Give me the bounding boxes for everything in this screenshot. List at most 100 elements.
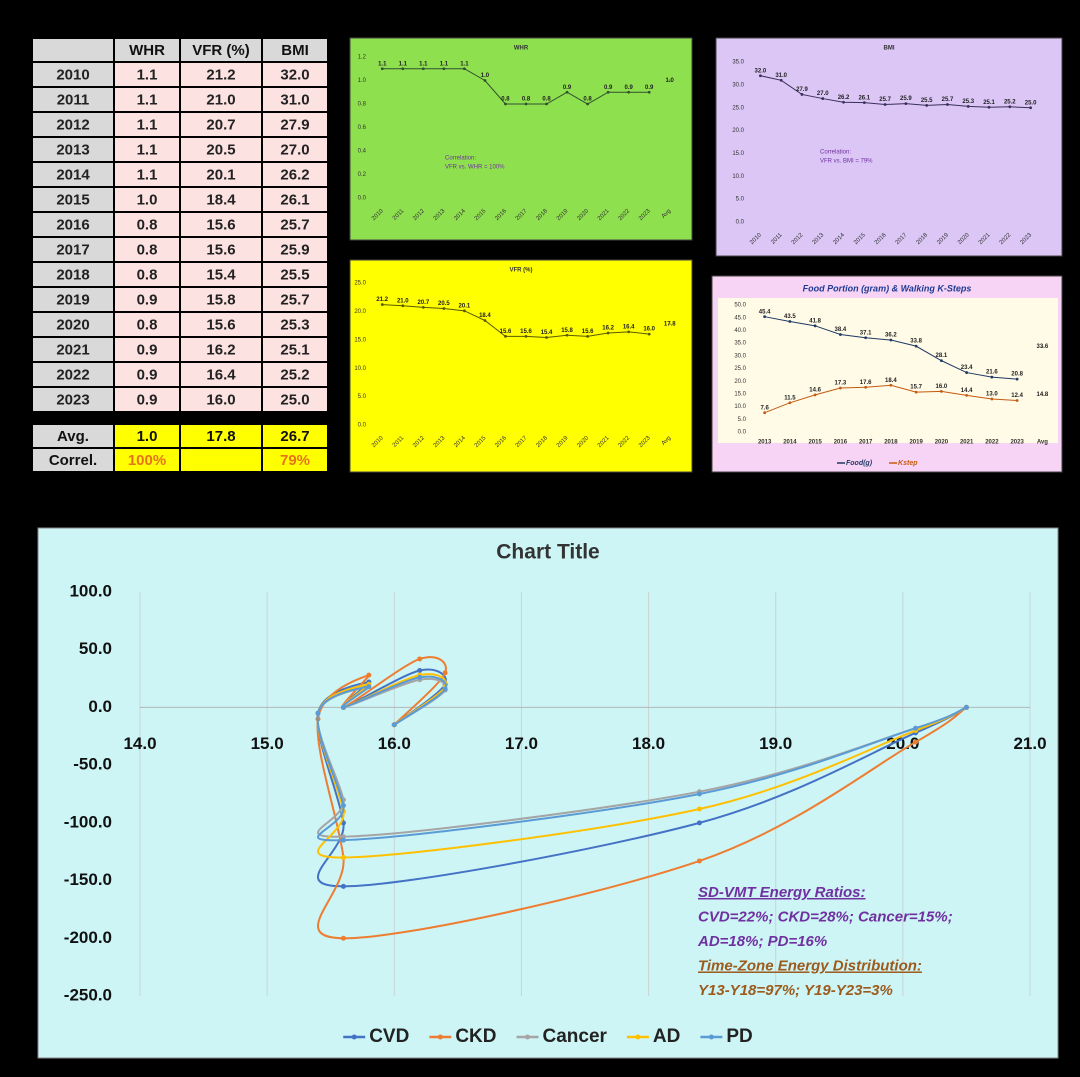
annotation: Y13-Y18=97%; Y19-Y23=3% (698, 982, 893, 999)
data-point (442, 686, 448, 692)
data-label: 20.1 (459, 303, 471, 309)
data-point (696, 858, 702, 864)
x-tick-label: Avg (661, 208, 672, 219)
y-tick-label: 30.0 (734, 353, 746, 359)
data-label: 0.9 (563, 85, 572, 91)
data-label: 15.6 (520, 329, 532, 335)
data-point (913, 725, 919, 731)
legend-marker (635, 1034, 641, 1040)
table-value: 0.9 (137, 291, 158, 308)
data-label: 12.4 (1011, 393, 1023, 399)
x-tick-label: 2015 (808, 440, 822, 446)
table-cell (179, 136, 263, 163)
table-value: 20.5 (206, 141, 235, 158)
legend-label: Cancer (543, 1026, 608, 1047)
data-line (382, 304, 650, 339)
data-label: 27.0 (817, 91, 829, 97)
data-point (779, 78, 783, 82)
y-tick-label: 25.0 (734, 366, 746, 372)
data-point (904, 102, 908, 105)
avg-label: 33.6 (1037, 344, 1049, 350)
table-cell (179, 361, 263, 388)
table-value: 0.9 (137, 391, 158, 408)
data-label: 1.1 (460, 61, 469, 67)
avg-point (668, 322, 671, 326)
data-point (758, 74, 762, 78)
legend-marker (525, 1034, 531, 1040)
data-point (586, 102, 589, 106)
data-label: 1.1 (399, 61, 408, 67)
legend-label: Food(g) (846, 460, 873, 467)
table-cell (113, 447, 181, 473)
x-tick-label: 19.0 (759, 734, 792, 753)
table-value: 15.8 (206, 291, 235, 308)
data-label: 16.0 (936, 384, 948, 390)
table-value: 26.2 (280, 166, 309, 183)
data-point (813, 324, 817, 328)
table-cell (113, 161, 181, 188)
data-label: 1.1 (378, 61, 387, 67)
data-point (647, 332, 651, 336)
data-point (442, 307, 446, 310)
data-label: 21.2 (376, 297, 388, 303)
table-value: 18.4 (206, 191, 236, 208)
data-point (340, 854, 346, 860)
data-label: 25.5 (921, 98, 933, 104)
row-label: 2023 (56, 391, 89, 408)
data-point (421, 306, 425, 309)
legend-label: Kstep (898, 460, 918, 467)
x-tick-label: 15.0 (251, 734, 284, 753)
data-label: 0.9 (645, 85, 654, 91)
table-value: 21.0 (206, 91, 235, 108)
data-point (417, 667, 423, 673)
x-tick-label: 2016 (834, 440, 848, 446)
table-cell (31, 447, 115, 473)
data-label: 23.4 (961, 365, 973, 371)
table-value: 25.9 (280, 241, 309, 258)
row-label: Avg. (57, 428, 89, 445)
data-label: 1.1 (440, 61, 449, 67)
data-point (862, 101, 866, 105)
data-label: 1.1 (419, 61, 428, 67)
data-point (340, 803, 346, 809)
y-tick-label: 5.0 (738, 417, 747, 423)
y-tick-label: 25.0 (354, 281, 366, 287)
y-tick-label: 45.0 (734, 315, 746, 321)
chart-background (715, 37, 1063, 257)
data-label: 25.0 (1025, 100, 1037, 106)
y-tick-label: 0.0 (88, 697, 112, 716)
table-value: 25.3 (280, 316, 309, 333)
table-cell (31, 386, 115, 413)
correl-value: 79% (280, 452, 310, 469)
table-value: 25.0 (280, 391, 309, 408)
table-value: 32.0 (280, 66, 309, 83)
data-point (565, 90, 569, 94)
data-point (864, 336, 868, 340)
data-point (340, 935, 346, 941)
data-point (913, 739, 919, 745)
table-value: 31.0 (280, 91, 309, 108)
data-point (524, 334, 528, 338)
x-tick-label: 2022 (985, 440, 999, 446)
data-point (963, 704, 969, 710)
y-tick-label: 0.0 (358, 423, 367, 429)
annotation: Correlation: (445, 156, 476, 162)
annotation: AD=18%; PD=16% (697, 933, 827, 950)
legend-marker (351, 1034, 357, 1040)
table-value: 16.0 (206, 391, 235, 408)
y-tick-label: 10.0 (732, 174, 744, 180)
annotation: SD-VMT Energy Ratios: (698, 884, 866, 901)
table-value: 27.0 (280, 141, 309, 158)
annotation: CVD=22%; CKD=28%; Cancer=15%; (698, 908, 953, 925)
x-tick-label: 21.0 (1013, 734, 1046, 753)
data-point (340, 704, 346, 710)
row-label: 2015 (56, 191, 89, 208)
table-cell (261, 186, 329, 213)
data-point (442, 67, 446, 71)
data-point (889, 383, 893, 387)
y-tick-label: -150.0 (64, 870, 112, 889)
data-point (401, 67, 405, 71)
table-value: 15.6 (206, 316, 235, 333)
